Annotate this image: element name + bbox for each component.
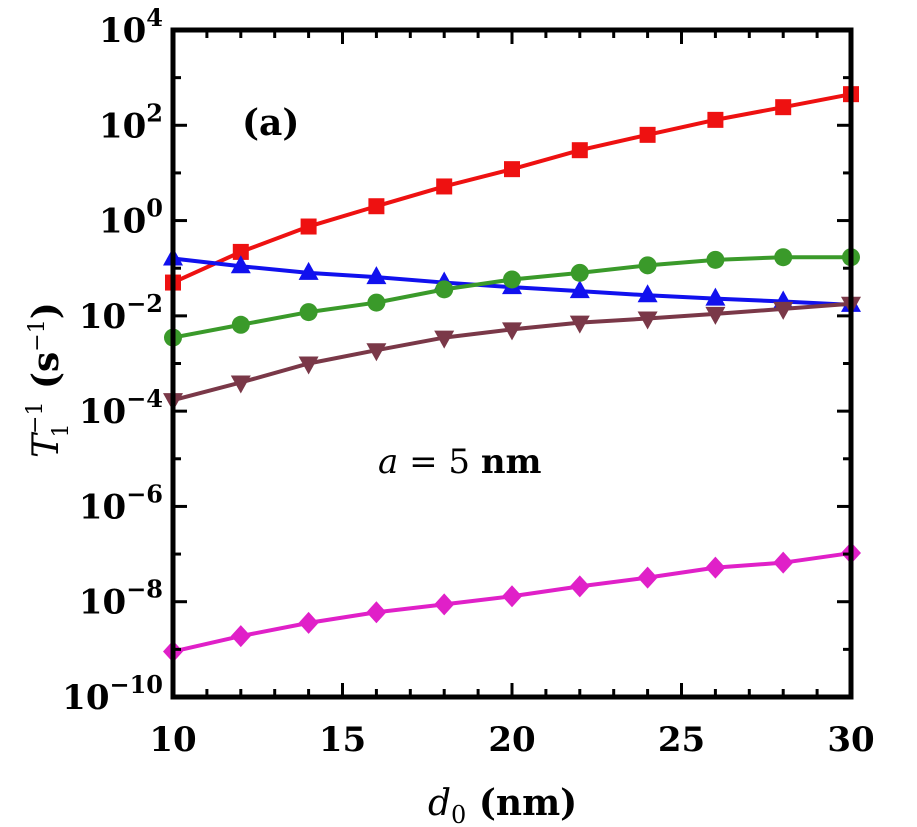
x-axis-unit: (nm) bbox=[466, 782, 577, 824]
data-point bbox=[637, 284, 658, 303]
x-tick-label: 10 bbox=[149, 720, 196, 760]
series-diamond bbox=[163, 542, 861, 663]
x-tick-label: 20 bbox=[488, 720, 535, 760]
annotation-relation: = 5 bbox=[398, 442, 481, 482]
y-axis-unit-close: ) bbox=[25, 302, 67, 319]
y-tick-exponent: −4 bbox=[126, 384, 163, 413]
data-point bbox=[705, 287, 726, 306]
y-tick-label: 10−10 bbox=[62, 670, 163, 718]
data-point bbox=[298, 611, 319, 634]
data-point bbox=[639, 126, 656, 143]
data-point bbox=[502, 322, 522, 341]
y-axis-symbol: T bbox=[26, 431, 67, 458]
plot-series-area bbox=[163, 86, 861, 663]
y-axis-title: T−11 (s−1) bbox=[23, 302, 74, 458]
series-circle bbox=[164, 248, 860, 347]
y-axis-superscript: −1 bbox=[23, 402, 48, 434]
data-point bbox=[570, 263, 589, 282]
data-point bbox=[774, 248, 793, 267]
y-axis-unit-open: (s bbox=[25, 352, 67, 402]
x-axis-symbol: d bbox=[428, 783, 451, 824]
data-point bbox=[300, 218, 317, 235]
y-tick-exponent: −2 bbox=[126, 289, 163, 318]
panel-label: (a) bbox=[242, 102, 299, 144]
y-tick-exponent: −6 bbox=[126, 479, 163, 508]
x-axis-subscript: 0 bbox=[451, 801, 466, 827]
data-point bbox=[706, 250, 725, 269]
data-point bbox=[366, 343, 387, 362]
y-tick-exponent: −8 bbox=[126, 575, 163, 604]
data-point bbox=[707, 111, 724, 128]
data-point bbox=[230, 625, 251, 648]
data-point bbox=[504, 161, 520, 178]
data-point bbox=[230, 375, 251, 394]
y-tick-exponent: 2 bbox=[146, 98, 163, 127]
y-axis-unit-sup: −1 bbox=[25, 319, 50, 351]
y-tick-base: 10 bbox=[79, 392, 126, 432]
y-tick-label: 100 bbox=[99, 194, 163, 242]
y-tick-label: 102 bbox=[99, 98, 163, 146]
data-point bbox=[773, 551, 794, 574]
data-point bbox=[638, 256, 657, 275]
data-point bbox=[231, 315, 250, 334]
data-point bbox=[436, 178, 453, 195]
x-axis-ticks: 10 15 20 25 30 bbox=[149, 30, 875, 760]
x-tick-label: 30 bbox=[827, 720, 874, 760]
data-point bbox=[299, 303, 318, 322]
data-point bbox=[569, 315, 590, 334]
y-tick-base: 10 bbox=[79, 583, 126, 623]
data-point bbox=[775, 99, 792, 116]
y-tick-exponent: 4 bbox=[146, 3, 163, 32]
y-axis-subscript: 1 bbox=[49, 424, 74, 438]
series-square bbox=[165, 86, 859, 291]
y-tick-base: 10 bbox=[99, 11, 146, 51]
x-axis-title: d0 (nm) bbox=[428, 782, 577, 827]
y-tick-label: 10−6 bbox=[79, 479, 163, 527]
y-tick-base: 10 bbox=[99, 202, 146, 242]
data-point bbox=[503, 270, 521, 289]
data-point bbox=[298, 261, 319, 280]
data-point bbox=[434, 593, 455, 616]
y-tick-base: 10 bbox=[62, 678, 109, 718]
y-tick-label: 10−8 bbox=[79, 575, 163, 623]
data-point bbox=[434, 330, 455, 349]
data-point bbox=[366, 266, 387, 285]
data-point bbox=[637, 311, 658, 330]
data-point bbox=[637, 566, 658, 589]
data-point bbox=[230, 255, 251, 274]
data-point bbox=[367, 293, 386, 312]
y-tick-exponent: −10 bbox=[109, 670, 163, 699]
annotation-variable: a bbox=[378, 442, 398, 482]
y-tick-base: 10 bbox=[99, 106, 146, 146]
data-point bbox=[571, 142, 588, 159]
data-point bbox=[368, 198, 385, 215]
data-point bbox=[435, 280, 454, 299]
y-tick-base: 10 bbox=[79, 487, 126, 527]
y-tick-label: 10−2 bbox=[79, 289, 163, 337]
data-point bbox=[232, 243, 249, 260]
y-tick-base: 10 bbox=[79, 297, 126, 337]
annotation-unit: nm bbox=[481, 442, 542, 482]
data-point bbox=[569, 575, 590, 598]
data-point bbox=[366, 601, 387, 624]
y-tick-label: 10−4 bbox=[79, 384, 163, 432]
data-point bbox=[298, 356, 319, 375]
annotation: a = 5 nm bbox=[378, 442, 542, 482]
data-point bbox=[502, 585, 522, 608]
x-tick-label: 25 bbox=[658, 720, 705, 760]
x-tick-label: 15 bbox=[319, 720, 366, 760]
y-tick-exponent: 0 bbox=[146, 194, 163, 223]
series-triangle-down bbox=[163, 296, 861, 412]
data-point bbox=[569, 280, 590, 299]
data-point bbox=[705, 556, 726, 579]
data-point bbox=[705, 306, 726, 325]
data-point bbox=[773, 301, 794, 320]
y-tick-label: 104 bbox=[99, 3, 163, 51]
